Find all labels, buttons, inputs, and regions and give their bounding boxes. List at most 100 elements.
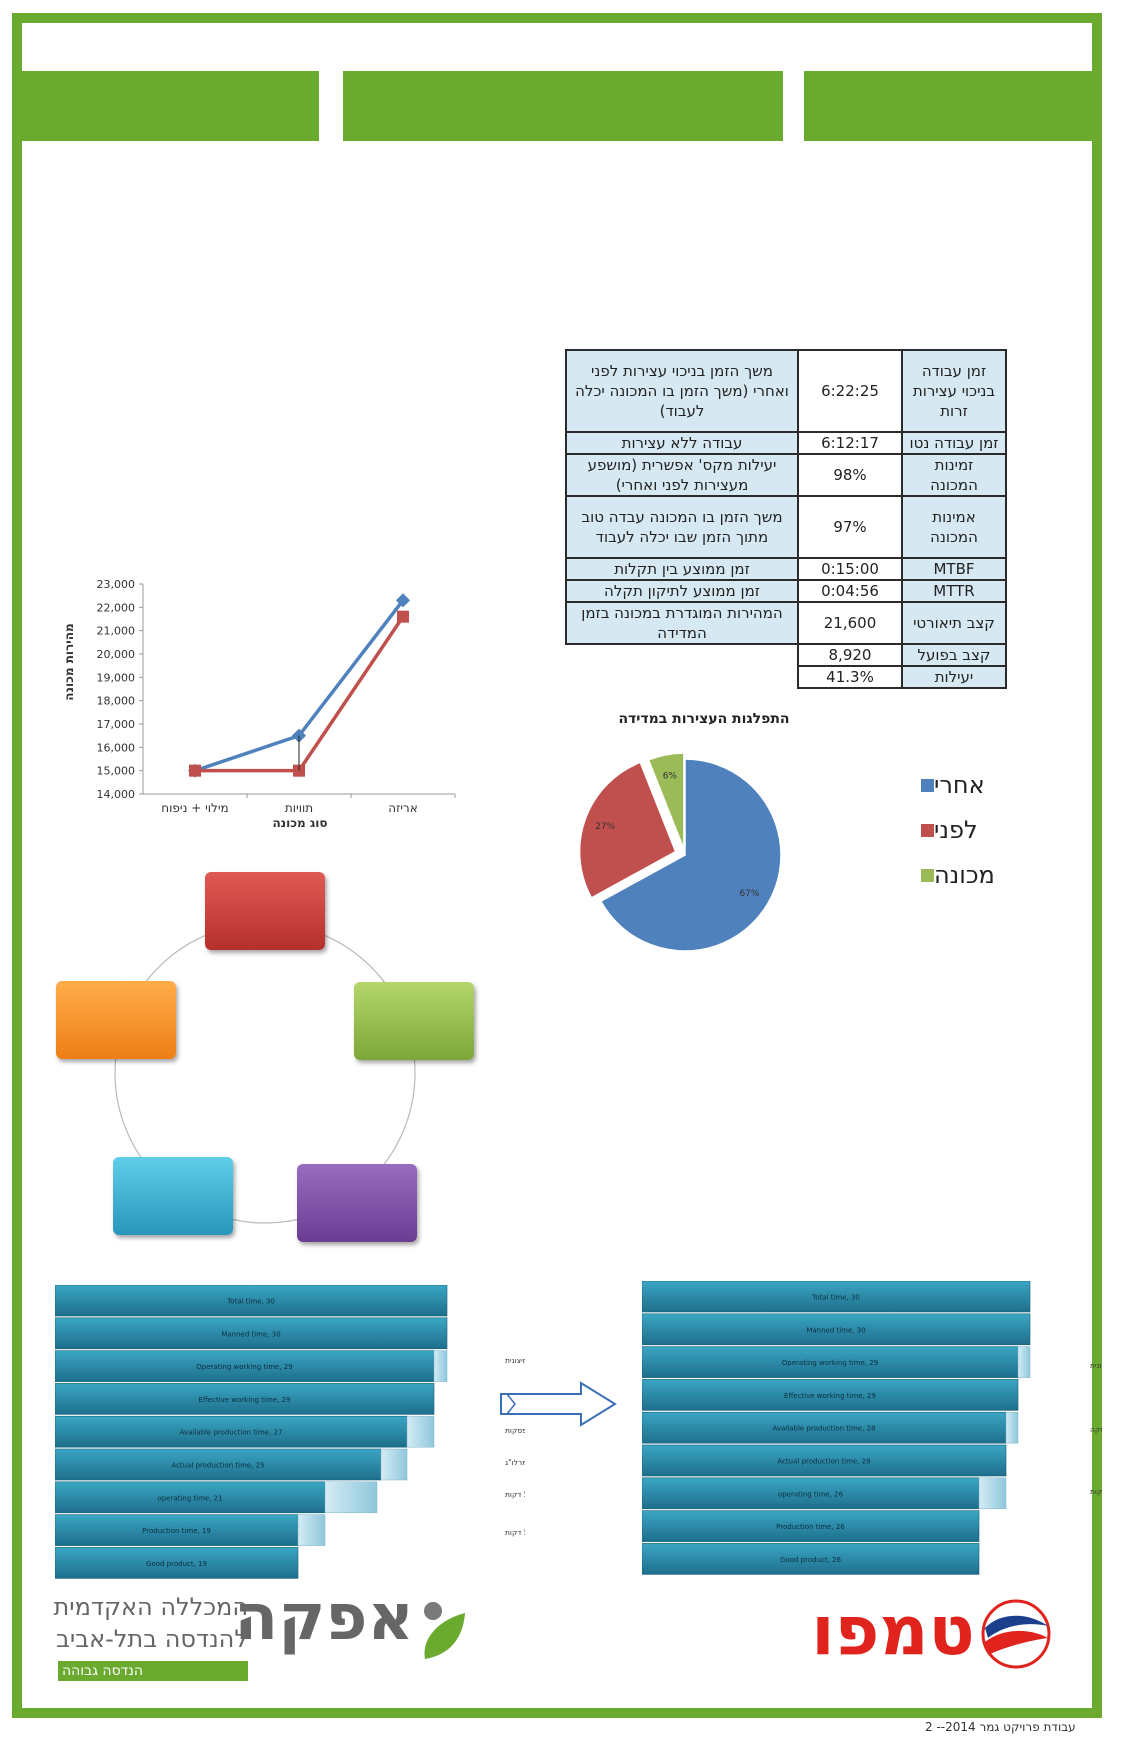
metrics-row: MTTR 0:04:56 זמן ממוצע לתיקון תקלה <box>565 579 1007 603</box>
oee-loss-segment <box>380 1448 408 1481</box>
oee-waterfall-before: Total time, 30 Manned time, 30 Operating w… <box>55 1285 525 1579</box>
poster-frame <box>12 13 1102 1718</box>
metric-description: המהירות המוגדרת במכונה בזמן המדידה <box>565 601 799 645</box>
legend-item: מכונה <box>913 860 995 890</box>
metric-value: 98% <box>797 453 903 497</box>
legend-label: אחרי <box>934 771 985 799</box>
oee-loss-note: תחזוקה חיצונית <box>1090 1361 1102 1370</box>
tempo-swirl-icon <box>981 1599 1051 1669</box>
oee-loss-segment <box>1005 1411 1019 1444</box>
metrics-row: זמינות המכונה 98% יעילות מקס' אפשרית (מושפ… <box>565 453 1007 497</box>
metrics-row: זמן עבודה בניכוי עצירות זרות 6:22:25 משך ה… <box>565 349 1007 433</box>
oee-loss-note: נקיונות והפסקה <box>1090 1425 1102 1434</box>
pie-slice <box>599 758 782 952</box>
y-tick-label: 23,000 <box>97 578 136 591</box>
oee-bar-label: Effective working time, 29 <box>784 1392 876 1400</box>
metric-value: 0:15:00 <box>797 557 903 581</box>
metric-description: עבודה ללא עצירות <box>565 431 799 455</box>
metrics-row: MTBF 0:15:00 זמן ממוצע בין תקלות <box>565 557 1007 581</box>
oee-bar <box>55 1481 326 1514</box>
metrics-row: יעילות 41.3% <box>566 665 1007 689</box>
metric-value: 41.3% <box>797 665 903 689</box>
metric-label: קצב בפועל <box>901 643 1007 667</box>
legend-swatch <box>921 868 934 882</box>
oee-loss-note: נקיונות והפסקות <box>505 1426 525 1435</box>
oee-bar <box>55 1350 435 1382</box>
series-point <box>293 764 305 777</box>
improvement-arrow-icon <box>500 1381 617 1427</box>
oee-bar <box>55 1547 299 1579</box>
oee-loss-note: תחזוקה חיצונית <box>505 1356 525 1365</box>
metrics-row: זמן עבודה נטו 6:12:17 עבודה ללא עצירות <box>565 431 1007 455</box>
y-tick-label: 20,000 <box>97 648 136 661</box>
legend-label: מכונה <box>934 861 995 889</box>
header-bar-center <box>343 71 783 141</box>
afeka-tagline: הנדסה גבוהה <box>58 1661 248 1681</box>
metric-value: 6:22:25 <box>797 349 903 433</box>
oee-loss-note: תקלות ארוכות מ 5 דקות <box>1090 1487 1102 1496</box>
metric-description: זמן ממוצע לתיקון תקלה <box>565 579 799 603</box>
x-tick-label: אריזה <box>388 801 417 815</box>
oee-bar-label: Good product, 26 <box>780 1556 841 1564</box>
metric-value: 8,920 <box>797 643 903 667</box>
oee-bar-label: Manned time, 30 <box>806 1326 865 1334</box>
pie-title: התפלגות העצירות במדידה <box>618 711 790 727</box>
pie-slice <box>647 752 685 850</box>
oee-loss-segment <box>433 1350 448 1382</box>
oee-bar-label: Manned time, 30 <box>221 1330 280 1338</box>
legend-swatch <box>921 778 934 792</box>
y-tick-label: 17,000 <box>97 718 136 731</box>
oee-bar-label: Good product, 19 <box>146 1560 207 1568</box>
oee-bar-label: Available production time, 28 <box>773 1425 876 1433</box>
oee-bar <box>55 1383 435 1415</box>
oee-loss-note: חוסר ח"ג, מרלו"ג <box>505 1458 525 1467</box>
oee-waterfall-after: Total time, 30 Manned time, 30 Operating w… <box>642 1281 1102 1575</box>
oee-bar <box>642 1510 980 1542</box>
oee-bar <box>642 1477 980 1510</box>
oee-bar <box>55 1317 448 1350</box>
x-tick-label: תוויות <box>285 801 313 815</box>
legend-item: אחרי <box>913 770 985 800</box>
series-point <box>189 764 201 777</box>
afeka-subtitle-line2: להנדסה בתל-אביב <box>55 1625 248 1653</box>
metrics-row: קצב תיאורטי 21,600 המהירות המוגדרת במכונה … <box>565 601 1007 645</box>
afeka-leaf-icon <box>424 1602 465 1659</box>
pie-slice <box>578 761 677 899</box>
legend-label: לפני <box>934 816 978 844</box>
y-tick-label: 21,000 <box>97 625 136 638</box>
cycle-block-bottom-right <box>297 1164 417 1242</box>
tempo-logo: טמפו <box>808 1592 1058 1676</box>
oee-bar <box>642 1543 980 1575</box>
oee-bar-label: Production time, 26 <box>776 1523 845 1531</box>
metric-value: 97% <box>797 495 903 559</box>
y-tick-label: 22,000 <box>97 601 136 614</box>
pie-slice-label: 67% <box>739 889 759 899</box>
oee-bar <box>55 1285 448 1317</box>
metric-label: אמינות המכונה <box>901 495 1007 559</box>
afeka-wordmark: אפקה <box>234 1581 414 1655</box>
metric-label: קצב תיאורטי <box>901 601 1007 645</box>
metrics-row: קצב בפועל 8,920 <box>566 643 1007 667</box>
cycle-block-right <box>354 982 474 1060</box>
pie-slice-label: 6% <box>663 772 678 782</box>
metric-description: זמן ממוצע בין תקלות <box>565 557 799 581</box>
y-tick-label: 14,000 <box>97 788 136 801</box>
metric-label: MTBF <box>901 557 1007 581</box>
oee-loss-segment <box>1017 1346 1031 1378</box>
oee-bar-label: Operating working time, 29 <box>782 1359 878 1367</box>
metric-value: 6:12:17 <box>797 431 903 455</box>
oee-bar-label: Actual production time, 28 <box>777 1458 870 1466</box>
metric-description-empty <box>566 666 798 688</box>
y-tick-label: 16,000 <box>97 741 136 754</box>
oee-bar-label: operating time, 21 <box>157 1494 222 1502</box>
oee-bar <box>642 1379 1019 1411</box>
cycle-block-left <box>56 981 176 1059</box>
oee-bar-label: operating time, 26 <box>778 1490 844 1498</box>
oee-bar-label: Actual production time, 25 <box>171 1462 264 1470</box>
header-bar-left <box>20 71 319 141</box>
oee-loss-note: תקלות קצרות מ 5 דקות <box>505 1528 525 1537</box>
afeka-logo: המכללה האקדמית להנדסה בתל-אביב הנדסה גבו… <box>53 1581 478 1685</box>
oee-loss-segment <box>978 1477 1007 1510</box>
footer-caption: עבודת פרויקט גמר 2014-- 2 <box>925 1720 1076 1734</box>
x-axis-label: סוג מכונה <box>272 816 327 830</box>
